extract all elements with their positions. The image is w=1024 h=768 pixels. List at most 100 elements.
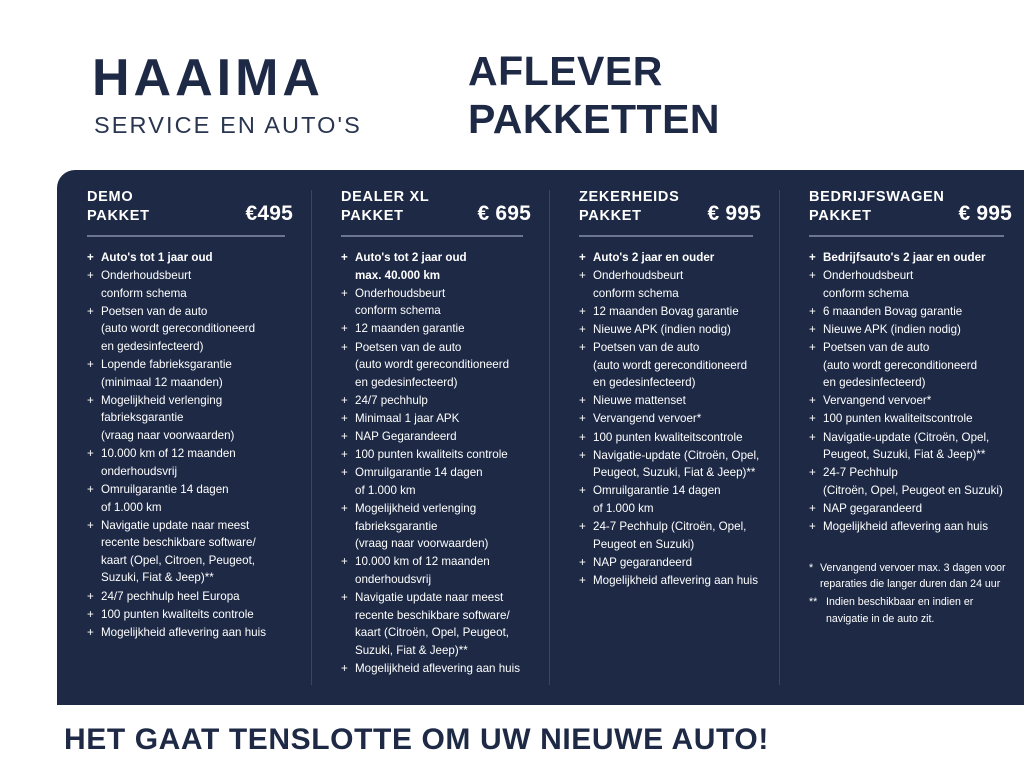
- feature-item: +12 maanden garantie: [341, 320, 531, 338]
- feature-label: Poetsen van de auto (auto wordt gerecond…: [823, 341, 978, 390]
- feature-label: Minimaal 1 jaar APK: [355, 411, 460, 425]
- plus-icon: +: [87, 607, 94, 621]
- plus-icon: +: [809, 502, 816, 516]
- package-column: DEMO PAKKET €495 + Auto's tot 1 jaar oud + On…: [57, 188, 311, 705]
- feature-item: +100 punten kwaliteitscontrole: [809, 410, 1012, 428]
- feature-item: +24-7 Pechhulp (Citroën, Opel, Peugeot e…: [579, 518, 761, 553]
- plus-icon: +: [341, 591, 348, 605]
- plus-icon: +: [579, 520, 586, 534]
- feature-item: +100 punten kwaliteits controle: [87, 606, 293, 624]
- feature-item: + Omruilgarantie 14 dagen of 1.000 km: [579, 482, 761, 517]
- feature-item: + Minimaal 1 jaar APK: [341, 410, 531, 428]
- packages-panel: DEMO PAKKET €495 + Auto's tot 1 jaar oud + On…: [57, 170, 1024, 705]
- package-name: DEMO PAKKET: [87, 189, 150, 224]
- feature-item: + Nieuwe mattenset: [579, 392, 761, 410]
- feature-label: 6 maanden Bovag garantie: [823, 304, 963, 318]
- plus-icon: +: [87, 518, 94, 532]
- plus-icon: +: [579, 412, 586, 426]
- plus-icon: +: [579, 555, 586, 569]
- feature-item: + Poetsen van de auto (auto wordt gerecon…: [341, 339, 531, 392]
- header-divider: [87, 235, 285, 237]
- feature-list: + Bedrijfsauto's 2 jaar en ouder + Onderhou…: [809, 249, 1012, 536]
- feature-label: Mogelijkheid aflevering aan huis: [823, 520, 988, 534]
- footnote: * Vervangend vervoer max. 3 dagen voor re…: [809, 560, 1008, 593]
- feature-item: +24/7 pechhulp heel Europa: [87, 588, 293, 606]
- footnotes: * Vervangend vervoer max. 3 dagen voor re…: [809, 560, 1012, 628]
- plus-icon: +: [579, 269, 586, 283]
- package-price: € 995: [958, 202, 1012, 225]
- feature-item: + Omruilgarantie 14 dagen of 1.000 km: [87, 481, 293, 516]
- feature-item: +24/7 pechhulp: [341, 392, 531, 410]
- feature-label: Onderhoudsbeurt conform schema: [101, 269, 192, 300]
- feature-item: + NAP Gegarandeerd: [341, 428, 531, 446]
- feature-label: Navigatie update naar meest recente besc…: [101, 518, 256, 585]
- package-header: DEALER XL PAKKET € 695: [341, 188, 531, 226]
- feature-label: Omruilgarantie 14 dagen of 1.000 km: [101, 482, 229, 514]
- feature-label: Auto's tot 1 jaar oud: [101, 251, 213, 264]
- feature-item: + Mogelijkheid aflevering aan huis: [341, 660, 531, 678]
- plus-icon: +: [87, 482, 94, 496]
- feature-item: + NAP gegarandeerd: [809, 500, 1012, 518]
- feature-label: Mogelijkheid verlenging fabrieksgarantie…: [101, 393, 235, 443]
- plus-icon: +: [87, 358, 94, 372]
- plus-icon: +: [87, 304, 94, 318]
- plus-icon: +: [341, 393, 348, 407]
- feature-item: + Mogelijkheid verlenging fabrieksgaranti…: [341, 500, 531, 553]
- feature-label: Auto's tot 2 jaar oud max. 40.000 km: [355, 251, 467, 282]
- feature-item: + Navigatie update naar meest recente bes…: [87, 517, 293, 587]
- plus-icon: +: [579, 304, 586, 318]
- feature-item: + Nieuwe APK (indien nodig): [809, 321, 1012, 339]
- plus-icon: +: [341, 448, 348, 462]
- feature-item: + Onderhoudsbeurt conform schema: [809, 267, 1012, 302]
- feature-item: + Mogelijkheid verlenging fabrieksgaranti…: [87, 392, 293, 445]
- feature-label: Onderhoudsbeurt conform schema: [823, 269, 914, 300]
- feature-label: 100 punten kwaliteitscontrole: [593, 430, 743, 444]
- plus-icon: +: [579, 322, 586, 336]
- feature-item: + Onderhoudsbeurt conform schema: [87, 267, 293, 302]
- plus-icon: +: [341, 430, 348, 444]
- feature-item: + Auto's 2 jaar en ouder: [579, 249, 761, 267]
- feature-item: + Navigatie update naar meest recente bes…: [341, 589, 531, 659]
- feature-item: +10.000 km of 12 maanden onderhoudsvrij: [87, 445, 293, 480]
- feature-label: Navigatie-update (Citroën, Opel, Peugeot…: [823, 430, 990, 462]
- feature-label: Vervangend vervoer*: [823, 394, 932, 408]
- feature-item: + Navigatie-update (Citroën, Opel, Peugeo…: [809, 429, 1012, 464]
- footnote-text: Vervangend vervoer max. 3 dagen voor rep…: [820, 561, 1006, 591]
- feature-item: +6 maanden Bovag garantie: [809, 303, 1012, 321]
- plus-icon: +: [87, 393, 94, 407]
- plus-icon: +: [87, 589, 94, 603]
- feature-label: 100 punten kwaliteitscontrole: [823, 412, 973, 426]
- feature-label: 24/7 pechhulp heel Europa: [101, 589, 240, 603]
- feature-item: + Navigatie-update (Citroën, Opel, Peugeo…: [579, 447, 761, 482]
- feature-item: + Auto's tot 2 jaar oud max. 40.000 km: [341, 249, 531, 284]
- footnote-marker: **: [809, 596, 818, 609]
- feature-item: + Lopende fabrieksgarantie (minimaal 12 m…: [87, 356, 293, 391]
- feature-item: +10.000 km of 12 maanden onderhoudsvrij: [341, 553, 531, 588]
- feature-label: Mogelijkheid aflevering aan huis: [593, 573, 758, 587]
- plus-icon: +: [809, 251, 816, 264]
- feature-label: Auto's 2 jaar en ouder: [593, 251, 715, 264]
- plus-icon: +: [341, 662, 348, 676]
- plus-icon: +: [579, 341, 586, 355]
- plus-icon: +: [341, 251, 348, 264]
- package-price: €495: [245, 202, 293, 225]
- plus-icon: +: [579, 251, 586, 264]
- plus-icon: +: [87, 447, 94, 461]
- plus-icon: +: [809, 304, 816, 318]
- feature-label: 100 punten kwaliteits controle: [101, 607, 254, 621]
- feature-item: + Vervangend vervoer*: [579, 410, 761, 428]
- feature-item: +100 punten kwaliteitscontrole: [579, 429, 761, 447]
- plus-icon: +: [809, 430, 816, 444]
- header-divider: [579, 235, 753, 237]
- feature-item: + Onderhoudsbeurt conform schema: [341, 285, 531, 320]
- feature-label: NAP gegarandeerd: [593, 555, 693, 569]
- feature-label: Mogelijkheid aflevering aan huis: [355, 662, 520, 676]
- plus-icon: +: [809, 394, 816, 408]
- plus-icon: +: [579, 394, 586, 408]
- plus-icon: +: [579, 448, 586, 462]
- feature-list: + Auto's 2 jaar en ouder + Onderhoudsbeurt …: [579, 249, 761, 590]
- page-title-line-2: PAKKETTEN: [468, 95, 721, 142]
- feature-label: Lopende fabrieksgarantie (minimaal 12 ma…: [101, 358, 232, 389]
- feature-label: Navigatie-update (Citroën, Opel, Peugeot…: [593, 448, 760, 480]
- feature-label: 100 punten kwaliteits controle: [355, 448, 508, 462]
